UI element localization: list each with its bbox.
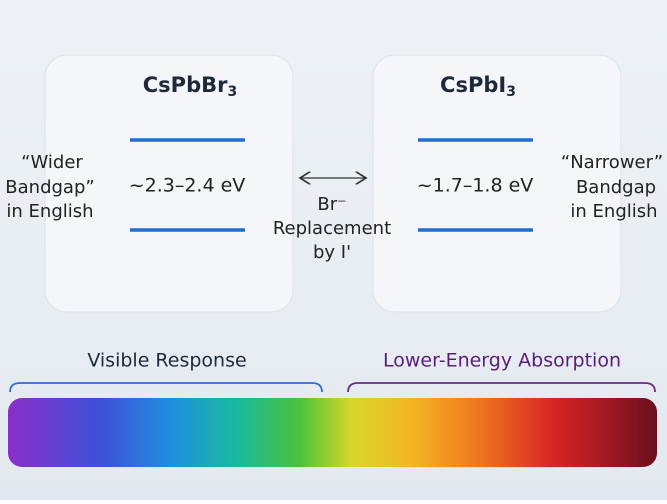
- note-line: by I': [313, 242, 351, 263]
- note-line: Bandgap: [576, 177, 656, 198]
- card: [44, 54, 294, 313]
- energy: ~1.7–1.8 eV: [417, 175, 534, 197]
- middle-note: Br⁻ Replacement by I': [273, 194, 391, 263]
- note-line: “Wider: [21, 152, 83, 173]
- spectrum-label: Visible Response: [87, 350, 246, 372]
- right-note: “Narrower” Bandgap in English: [561, 152, 663, 222]
- note-line: in English: [6, 201, 93, 222]
- formula: CsPbBr: [143, 73, 228, 97]
- spectrum-bar: [8, 398, 657, 467]
- spectrum-label: Lower-Energy Absorption: [383, 350, 621, 372]
- note-line: Br⁻: [317, 194, 346, 215]
- bracket: [9, 382, 323, 393]
- note-line: “Narrower”: [561, 152, 663, 173]
- left-note: “Wider Bandgap” in English: [5, 152, 94, 222]
- note-line: in English: [570, 201, 657, 222]
- note-line: Replacement: [273, 218, 391, 239]
- note-line: Bandgap”: [5, 177, 94, 198]
- card-title: CsPbBr3: [143, 73, 237, 100]
- energy: ~2.3–2.4 eV: [129, 175, 246, 197]
- card: [372, 54, 622, 313]
- subscript: 3: [227, 84, 237, 100]
- subscript: 3: [506, 84, 516, 100]
- bracket: [347, 382, 656, 393]
- formula: CsPbI: [440, 73, 506, 97]
- card-title: CsPbI3: [440, 73, 516, 100]
